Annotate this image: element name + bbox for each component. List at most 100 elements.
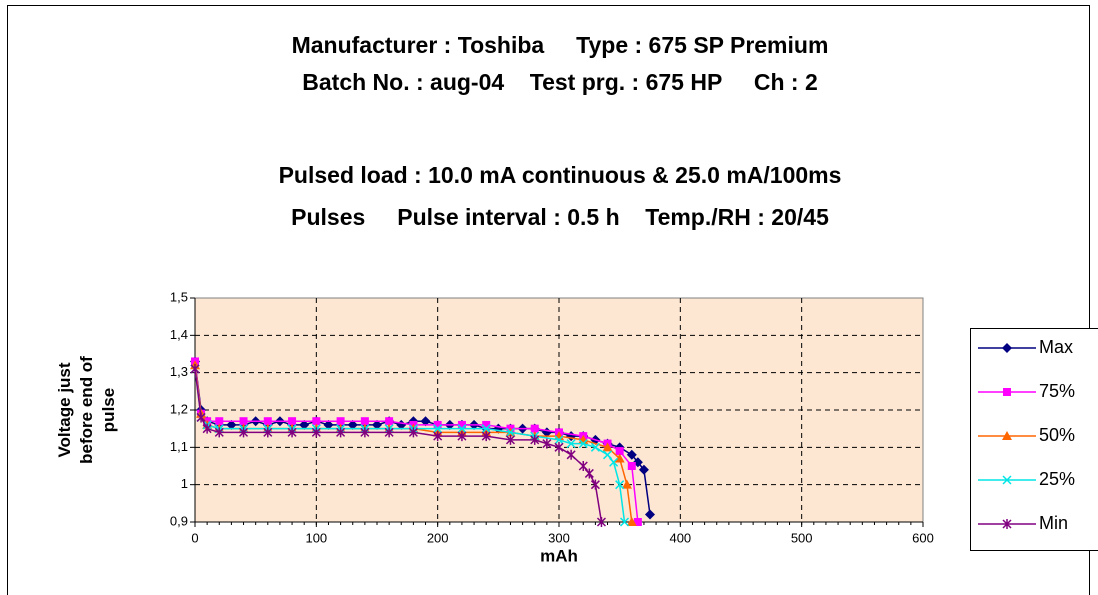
marker	[584, 468, 594, 479]
marker	[590, 442, 600, 452]
marker	[505, 434, 515, 445]
marker-shape	[263, 427, 273, 438]
marker-shape	[214, 427, 224, 438]
legend-label: Max	[1039, 337, 1073, 357]
marker	[457, 431, 467, 442]
marker	[239, 417, 248, 426]
marker	[239, 427, 249, 438]
marker-shape	[1002, 343, 1012, 353]
marker-shape	[1002, 519, 1012, 529]
marker-shape	[457, 431, 467, 442]
marker-shape	[621, 479, 632, 489]
marker-shape	[615, 447, 624, 456]
marker	[312, 417, 321, 426]
legend-label: 50%	[1039, 425, 1075, 445]
marker	[360, 427, 370, 438]
marker	[1002, 475, 1012, 485]
marker-shape	[633, 518, 642, 526]
chart-title: Pulses Pulse interval : 0.5 h Temp./RH :…	[291, 204, 829, 230]
marker	[433, 431, 443, 442]
marker	[621, 479, 632, 489]
marker-shape	[385, 417, 394, 426]
marker	[614, 453, 625, 463]
y-axis-label: Voltage just before end of pulse	[55, 356, 118, 464]
marker-shape	[578, 461, 588, 471]
marker	[420, 416, 431, 427]
marker	[287, 427, 297, 438]
marker-shape	[299, 419, 310, 430]
marker-shape	[530, 424, 539, 433]
marker	[360, 417, 369, 426]
marker	[457, 420, 466, 429]
marker-shape	[614, 453, 625, 463]
marker	[638, 464, 649, 475]
marker-shape	[554, 442, 564, 453]
marker-shape	[626, 449, 637, 460]
marker-shape	[196, 412, 206, 423]
marker	[481, 431, 491, 442]
marker	[215, 417, 224, 426]
marker	[530, 424, 539, 433]
marker	[603, 450, 613, 460]
marker	[615, 447, 624, 456]
marker-shape	[645, 509, 655, 520]
marker-shape	[372, 419, 382, 430]
marker-shape	[590, 479, 600, 490]
y-axis-label-line: Voltage just	[55, 362, 74, 457]
marker-shape	[619, 517, 630, 527]
marker-shape	[190, 363, 200, 374]
legend-label: 75%	[1039, 381, 1075, 401]
x-tick-label: 200	[427, 530, 449, 545]
marker-shape	[202, 423, 212, 434]
marker	[633, 518, 642, 526]
marker-shape	[609, 457, 619, 467]
marker	[578, 439, 588, 449]
marker	[578, 461, 588, 471]
marker-shape	[226, 419, 237, 430]
marker-shape	[360, 417, 369, 426]
marker-shape	[239, 417, 248, 426]
marker	[530, 434, 540, 445]
marker	[1003, 388, 1011, 396]
marker-shape	[384, 427, 394, 438]
marker	[263, 417, 272, 426]
marker-shape	[566, 439, 576, 449]
marker	[384, 427, 394, 438]
marker-shape	[530, 434, 540, 445]
marker	[626, 449, 637, 460]
marker	[609, 457, 619, 467]
x-tick-label: 400	[669, 530, 691, 545]
y-tick-label: 1,4	[170, 327, 188, 342]
marker	[602, 442, 613, 452]
chart-title: Manufacturer : Toshiba Type : 675 SP Pre…	[292, 32, 829, 58]
y-tick-label: 1,1	[170, 439, 188, 454]
marker	[311, 427, 321, 438]
chart-frame	[7, 5, 1090, 595]
marker	[505, 427, 515, 437]
legend-box	[970, 328, 1098, 551]
marker	[626, 517, 637, 526]
marker-shape	[482, 420, 491, 429]
marker	[263, 427, 273, 438]
marker-shape	[311, 427, 321, 438]
marker	[202, 423, 212, 434]
marker-shape	[457, 420, 466, 429]
marker	[196, 412, 206, 423]
marker-shape	[626, 517, 637, 526]
marker-shape	[457, 424, 467, 434]
marker-shape	[578, 439, 588, 449]
marker-shape	[627, 462, 636, 470]
marker	[554, 435, 564, 445]
marker	[457, 424, 467, 434]
marker-shape	[615, 480, 625, 490]
marker	[214, 427, 224, 438]
marker-shape	[481, 424, 491, 434]
marker-shape	[323, 419, 334, 430]
marker	[336, 417, 345, 426]
legend-label: Min	[1039, 513, 1068, 533]
marker	[347, 419, 358, 430]
x-tick-label: 300	[548, 530, 570, 545]
marker-shape	[542, 438, 552, 449]
marker	[1002, 519, 1012, 529]
marker	[590, 479, 600, 490]
